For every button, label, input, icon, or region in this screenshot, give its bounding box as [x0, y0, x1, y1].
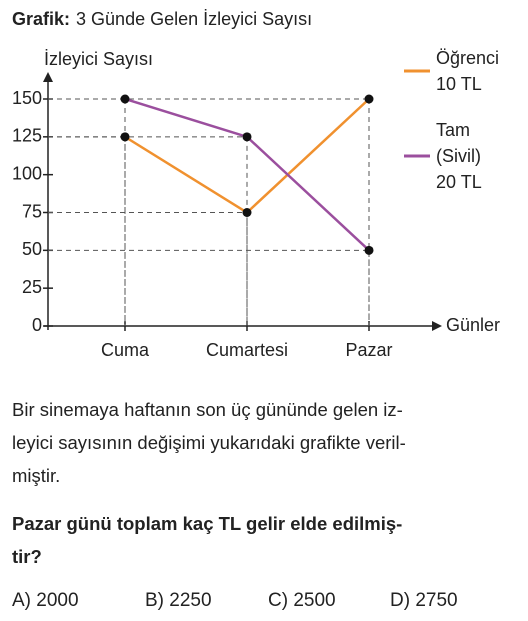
- y-tick-label: 100: [12, 163, 42, 183]
- y-tick-label: 0: [32, 315, 42, 335]
- y-tick-label: 50: [22, 239, 42, 259]
- text-line: miştir.: [12, 465, 61, 486]
- option: D) 2750: [390, 590, 458, 611]
- y-tick-label: 150: [12, 88, 42, 108]
- option: C) 2500: [268, 590, 336, 611]
- text-line: Bir sinemaya haftanın son üç gününde gel…: [12, 399, 403, 420]
- point: [364, 94, 374, 104]
- prompt-line: tir?: [12, 546, 42, 567]
- y-tick-label: 25: [22, 277, 42, 297]
- point: [242, 132, 252, 142]
- legend-label: Tam (Sivil) 20 TL: [436, 120, 482, 192]
- x-tick-label: Cuma: [101, 340, 150, 360]
- y-tick-label: 75: [22, 201, 42, 221]
- x-tick-label: Cumartesi: [206, 340, 288, 360]
- x-tick-label: Pazar: [345, 340, 392, 360]
- x-arrow: [432, 321, 442, 331]
- title-text: 3 Günde Gelen İzleyici Sayısı: [76, 9, 312, 29]
- title-prefix: Grafik:: [12, 9, 70, 29]
- chart: Grafik: 3 Günde Gelen İzleyici Sayısı İzl…: [12, 9, 500, 360]
- point: [120, 94, 130, 104]
- text-line: leyici sayısının değişimi yukarıdaki gra…: [12, 432, 406, 453]
- guides: [48, 98, 370, 326]
- point: [120, 132, 130, 142]
- y-axis-label: İzleyici Sayısı: [44, 49, 153, 69]
- option: A) 2000: [12, 590, 79, 611]
- point: [364, 245, 374, 255]
- chart-title: Grafik: 3 Günde Gelen İzleyici Sayısı: [12, 9, 312, 29]
- prompt-line: Pazar günü toplam kaç TL gelir elde edil…: [12, 513, 403, 534]
- y-tick-label: 125: [12, 126, 42, 146]
- option: B) 2250: [145, 590, 212, 611]
- y-arrow: [43, 72, 53, 82]
- legend-label: Öğrenci 10 TL: [436, 48, 500, 94]
- point: [242, 208, 252, 217]
- x-axis-label: Günler: [446, 315, 500, 335]
